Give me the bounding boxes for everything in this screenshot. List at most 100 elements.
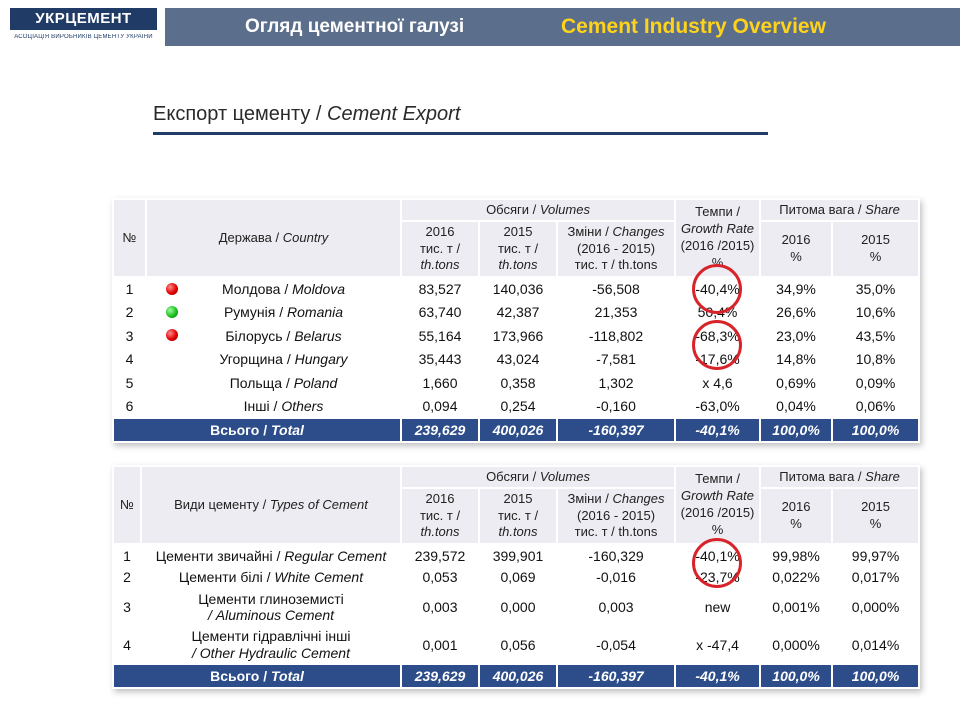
value-2015: 399,901 bbox=[479, 544, 557, 566]
header-share-2015: 2015% bbox=[831, 220, 921, 278]
total-rate: -40,1% bbox=[674, 663, 762, 689]
header-bar: Огляд цементної галузі Cement Industry O… bbox=[165, 8, 960, 46]
table-row: 1 Молдова / Moldova 83,527 140,036 -56,508 -4… bbox=[113, 277, 920, 301]
header-2015: 2015 тис. т / th.tons bbox=[478, 487, 558, 545]
table-row: 3 Білорусь / Belarus 55,164 173,966 -118,802… bbox=[113, 324, 920, 348]
header-2015: 2015 тис. т / th.tons bbox=[478, 220, 558, 278]
table-row: 4 Цементи гідравлічні інші / Other Hydraul… bbox=[113, 626, 920, 664]
country-name-en: Hungary bbox=[294, 351, 348, 368]
value-changes: 1,302 bbox=[557, 371, 676, 395]
header-cement-type: Види цементу / Types of Cement bbox=[140, 465, 402, 545]
cement-type-cell: Цементи гідравлічні інші / Other Hydrauli… bbox=[141, 626, 401, 664]
total-row: Всього / Total 239,629 400,026 -160,397 … bbox=[112, 663, 921, 689]
country-name-ua: Польща / bbox=[229, 374, 294, 391]
share-2015: 0,09% bbox=[832, 371, 920, 395]
value-2015: 0,000 bbox=[479, 588, 557, 626]
total-rate: -40,1% bbox=[674, 417, 762, 443]
value-2015: 140,036 bbox=[479, 277, 557, 301]
total-changes: -160,397 bbox=[555, 417, 677, 443]
green-dot-icon bbox=[166, 305, 178, 318]
section-underline bbox=[153, 132, 768, 135]
share-2015: 0,017% bbox=[832, 566, 920, 588]
cement-type-cell: Цементи глиноземисті / Aluminous Cement bbox=[141, 588, 401, 626]
value-2015: 0,069 bbox=[479, 566, 557, 588]
share-2015: 99,97% bbox=[832, 544, 920, 566]
cement-type-ua: Цементи гідравлічні інші bbox=[191, 628, 351, 645]
row-number: 1 bbox=[113, 544, 141, 566]
value-2016: 0,001 bbox=[401, 626, 479, 664]
table-row: 5 Польща / Poland 1,660 0,358 1,302 x 4,6 0,69… bbox=[113, 371, 920, 395]
value-changes: -56,508 bbox=[557, 277, 676, 301]
total-changes: -160,397 bbox=[555, 663, 677, 689]
value-2015: 0,254 bbox=[479, 394, 557, 418]
value-rate: new bbox=[675, 588, 761, 626]
value-2016: 0,003 bbox=[401, 588, 479, 626]
header-share-2016: 2016% bbox=[759, 487, 834, 545]
country-cell: Молдова / Moldova bbox=[146, 277, 401, 301]
header-no: № bbox=[112, 465, 142, 545]
cement-type-ua: Цементи глиноземисті bbox=[198, 590, 344, 607]
country-cell: Польща / Poland bbox=[146, 371, 401, 395]
red-dot-icon bbox=[166, 329, 178, 341]
share-2016: 34,9% bbox=[760, 277, 833, 301]
value-2015: 42,387 bbox=[479, 300, 557, 324]
header-changes: Зміни / Changes (2016 - 2015) тис. т / th.… bbox=[555, 487, 677, 545]
country-name-en: Romania bbox=[287, 304, 344, 321]
row-number: 4 bbox=[113, 347, 146, 371]
logo: УКРЦЕМЕНТ АСОЦІАЦІЯ ВИРОБНИКІВ ЦЕМЕНТУ У… bbox=[10, 8, 157, 46]
value-2015: 0,358 bbox=[479, 371, 557, 395]
country-name-ua: Румунія / bbox=[223, 304, 288, 321]
value-2016: 83,527 bbox=[401, 277, 479, 301]
row-number: 6 bbox=[113, 394, 146, 418]
value-changes: -7,581 bbox=[557, 347, 676, 371]
country-name-ua: Молдова / bbox=[221, 281, 293, 298]
share-2016: 0,022% bbox=[760, 566, 833, 588]
country-name-ua: Інші / bbox=[243, 397, 282, 414]
cement-type-en: / Aluminous Cement bbox=[207, 607, 335, 623]
header-2016: 2016 тис. т / th.tons bbox=[400, 220, 480, 278]
row-number: 4 bbox=[113, 626, 141, 664]
total-label: Всього / Total bbox=[112, 417, 402, 443]
red-dot-icon bbox=[166, 283, 178, 295]
header-share-2015: 2015% bbox=[831, 487, 921, 545]
header-2016: 2016 тис. т / th.tons bbox=[400, 487, 480, 545]
row-number: 3 bbox=[113, 588, 141, 626]
row-number: 3 bbox=[113, 324, 146, 348]
country-name-en: Poland bbox=[293, 374, 338, 391]
table-row: 3 Цементи глиноземисті / Aluminous Cement 0… bbox=[113, 588, 920, 626]
total-share-2016: 100,0% bbox=[759, 663, 834, 689]
share-2016: 26,6% bbox=[760, 300, 833, 324]
cement-type-cell: Цементи звичайні / Regular Cement bbox=[141, 544, 401, 566]
highlight-circle bbox=[692, 320, 742, 370]
value-changes: 0,003 bbox=[557, 588, 676, 626]
header-share-2016: 2016% bbox=[759, 220, 834, 278]
country-name-en: Moldova bbox=[292, 281, 346, 298]
row-number: 1 bbox=[113, 277, 146, 301]
country-name-ua: Білорусь / bbox=[225, 327, 295, 344]
header-growth-rate: Темпи / Growth Rate (2016 /2015)% bbox=[674, 465, 762, 545]
country-name-en: Others bbox=[281, 397, 324, 414]
section-title-en: Cement Export bbox=[327, 103, 461, 125]
section-title: Експорт цементу / Cement Export bbox=[153, 103, 460, 126]
table-row: 2 Румунія / Romania 63,740 42,387 21,353 50,4… bbox=[113, 300, 920, 324]
value-2016: 0,053 bbox=[401, 566, 479, 588]
row-number: 2 bbox=[113, 566, 141, 588]
share-2015: 35,0% bbox=[832, 277, 920, 301]
cement-type-ua: Цементи білі / bbox=[178, 569, 275, 585]
value-changes: -0,016 bbox=[557, 566, 676, 588]
header-share: Питома вага / Share bbox=[759, 465, 921, 489]
header-volumes: Обсяги / Volumes bbox=[399, 465, 677, 489]
total-2016: 239,629 bbox=[400, 663, 480, 689]
share-2016: 0,000% bbox=[760, 626, 833, 664]
cement-type-ua: Цементи звичайні / bbox=[155, 547, 285, 564]
value-2016: 239,572 bbox=[401, 544, 479, 566]
header-title-ua: Огляд цементної галузі bbox=[245, 16, 465, 37]
header-country: Держава / Country bbox=[145, 198, 402, 278]
value-changes: 21,353 bbox=[557, 300, 676, 324]
table-row: 1 Цементи звичайні / Regular Cement 239,57… bbox=[113, 544, 920, 566]
value-rate: -63,0% bbox=[675, 394, 761, 418]
header-share: Питома вага / Share bbox=[759, 198, 921, 222]
value-2015: 43,024 bbox=[479, 347, 557, 371]
share-2015: 0,06% bbox=[832, 394, 920, 418]
share-2015: 0,000% bbox=[832, 588, 920, 626]
